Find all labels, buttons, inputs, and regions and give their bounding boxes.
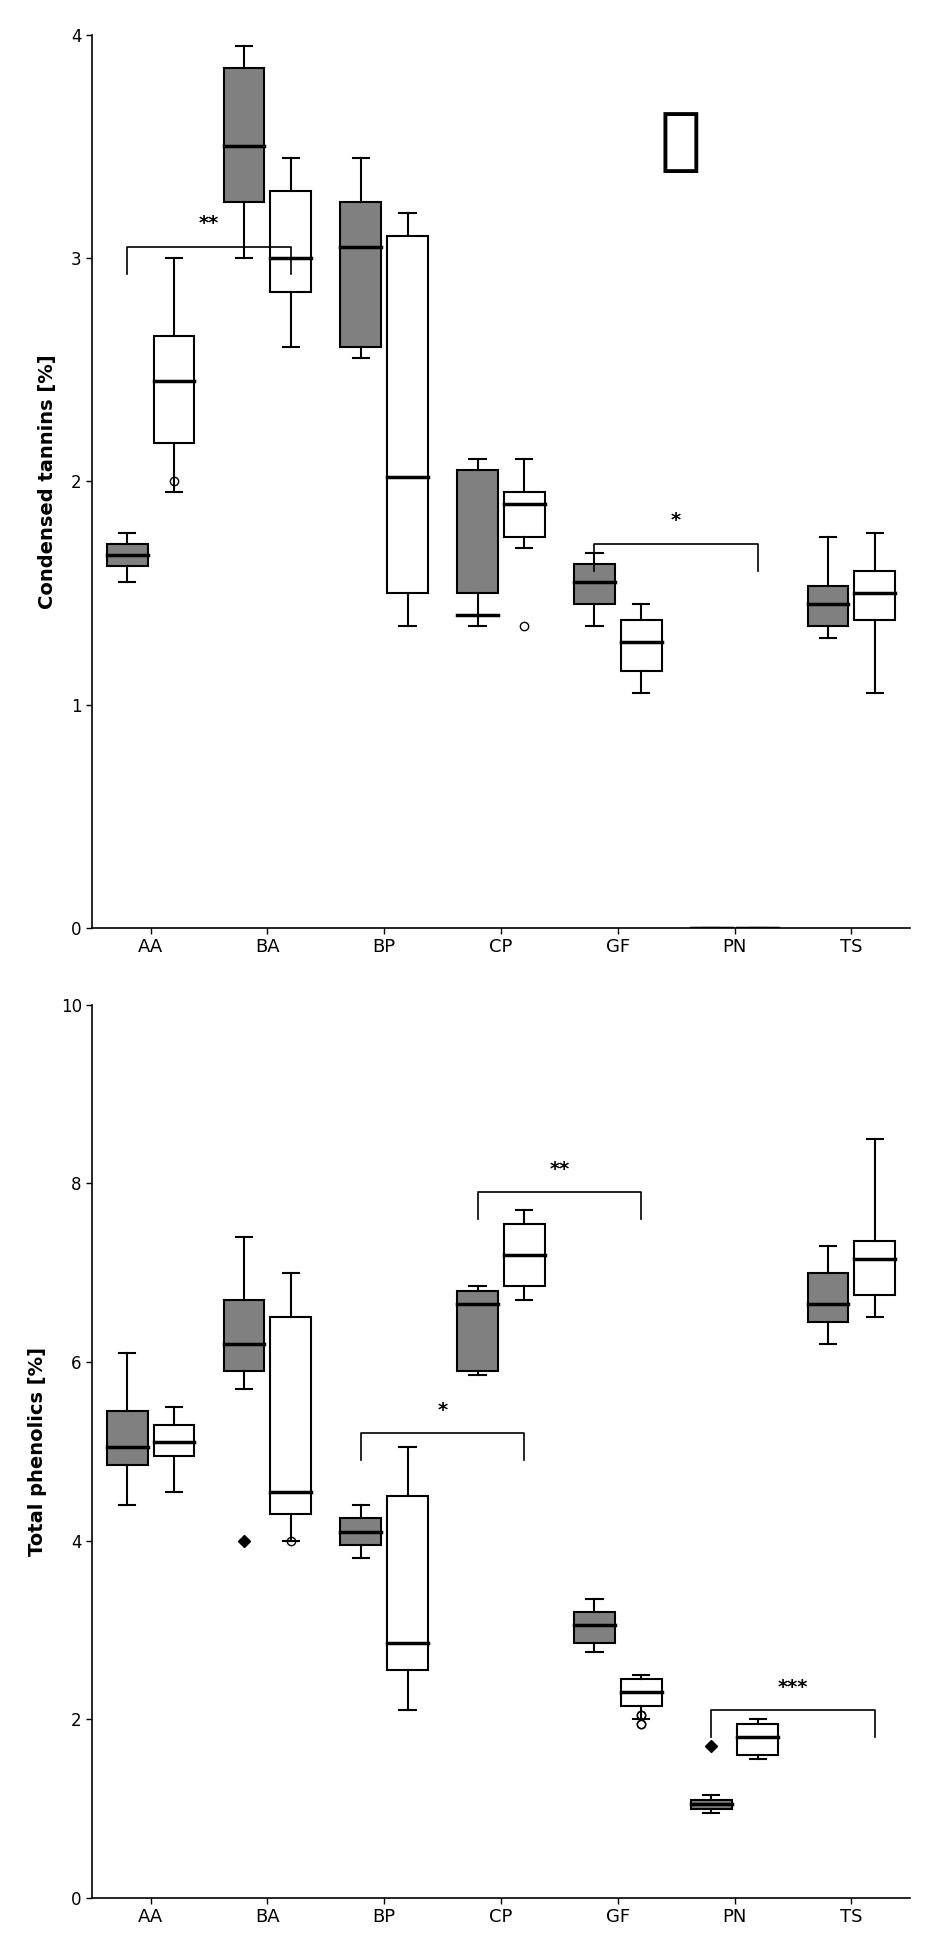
Text: **: ** bbox=[199, 215, 219, 233]
Bar bbox=[154, 1424, 194, 1456]
Bar bbox=[737, 1723, 778, 1755]
Bar bbox=[340, 1518, 381, 1546]
Bar bbox=[457, 1290, 498, 1372]
Bar bbox=[340, 201, 381, 348]
Bar bbox=[573, 565, 615, 604]
Bar bbox=[387, 1497, 428, 1671]
Bar bbox=[270, 191, 311, 291]
Bar bbox=[503, 1223, 544, 1286]
Bar bbox=[107, 543, 148, 567]
Bar bbox=[807, 586, 848, 627]
Bar bbox=[154, 336, 194, 444]
Bar bbox=[503, 492, 544, 537]
Bar bbox=[387, 236, 428, 592]
Bar bbox=[807, 1272, 848, 1321]
Bar bbox=[854, 571, 895, 619]
Text: ***: *** bbox=[778, 1678, 808, 1696]
Bar bbox=[107, 1411, 148, 1466]
Bar bbox=[224, 1299, 264, 1372]
Y-axis label: Condensed tannins [%]: Condensed tannins [%] bbox=[38, 354, 57, 608]
Bar bbox=[573, 1612, 615, 1643]
Text: *: * bbox=[438, 1401, 447, 1421]
Bar bbox=[854, 1241, 895, 1296]
Bar bbox=[620, 1678, 662, 1706]
Bar bbox=[691, 1800, 731, 1809]
Bar bbox=[620, 619, 662, 670]
Bar bbox=[224, 68, 264, 201]
Text: *: * bbox=[671, 512, 681, 530]
Y-axis label: Total phenolics [%]: Total phenolics [%] bbox=[28, 1346, 47, 1555]
Bar bbox=[270, 1317, 311, 1514]
Text: **: ** bbox=[549, 1161, 569, 1178]
Bar bbox=[457, 471, 498, 592]
Text: 🌳: 🌳 bbox=[660, 107, 701, 176]
